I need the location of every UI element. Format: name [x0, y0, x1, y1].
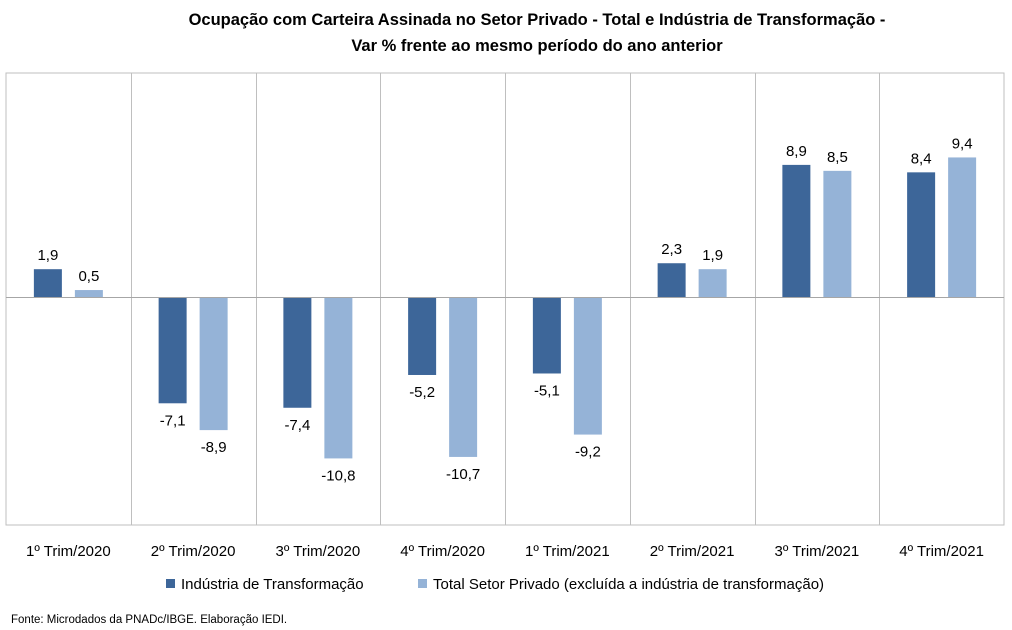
legend: Indústria de Transformação Total Setor Pr… [166, 576, 824, 593]
bar-series-2 [199, 297, 228, 431]
chart-title-line-2: Var % frente ao mesmo período do ano ant… [351, 37, 723, 55]
bar-series-2 [948, 157, 977, 298]
data-label-series-1: 2,3 [661, 241, 682, 258]
bar-series-1 [782, 164, 811, 298]
bar-series-1 [532, 297, 561, 374]
legend-label-series-2: Total Setor Privado (excluída a indústri… [433, 576, 824, 593]
data-label-series-1: 8,4 [911, 150, 932, 167]
data-label-series-2: 8,5 [827, 149, 848, 166]
plot-area: 1,9 0,5 1º Trim/2020 -7,1 -8,9 2º Trim/2020 -7… [5, 72, 1005, 560]
legend-label-series-1: Indústria de Transformação [181, 576, 364, 593]
data-label-series-2: 0,5 [78, 268, 99, 285]
bar-series-1 [158, 297, 187, 404]
bar-series-2 [823, 170, 852, 298]
x-tick-label: 2º Trim/2021 [650, 543, 735, 560]
bar-series-2 [449, 297, 478, 457]
data-label-series-2: -9,2 [575, 444, 601, 461]
x-tick-label: 4º Trim/2021 [899, 543, 984, 560]
bar-series-1 [283, 297, 312, 408]
chart-title-line-1: Ocupação com Carteira Assinada no Setor … [189, 11, 886, 29]
x-tick-label: 2º Trim/2020 [151, 543, 236, 560]
data-label-series-1: -7,4 [284, 417, 310, 434]
x-tick-label: 1º Trim/2020 [26, 543, 111, 560]
x-tick-label: 4º Trim/2020 [400, 543, 485, 560]
bar-series-1 [408, 297, 437, 375]
legend-swatch-series-2 [418, 579, 427, 588]
legend-swatch-series-1 [166, 579, 175, 588]
source-note: Fonte: Microdados da PNADc/IBGE. Elabora… [11, 614, 287, 626]
x-tick-label: 3º Trim/2021 [775, 543, 860, 560]
bar-series-2 [324, 297, 353, 459]
bar-series-2 [698, 269, 727, 298]
x-tick-label: 3º Trim/2020 [276, 543, 361, 560]
data-label-series-2: 9,4 [952, 135, 973, 152]
bar-series-2 [74, 290, 103, 298]
data-label-series-1: -5,2 [409, 384, 435, 401]
bar-series-1 [33, 269, 62, 298]
data-label-series-1: 8,9 [786, 143, 807, 160]
bar-series-1 [907, 172, 936, 298]
data-label-series-2: 1,9 [702, 247, 723, 264]
data-label-series-2: -8,9 [201, 439, 227, 456]
data-label-series-1: -7,1 [160, 412, 186, 429]
bar-series-1 [657, 263, 686, 298]
bar-series-2 [573, 297, 602, 435]
x-tick-label: 1º Trim/2021 [525, 543, 610, 560]
data-label-series-2: -10,7 [446, 466, 480, 483]
data-label-series-1: -5,1 [534, 382, 560, 399]
data-label-series-2: -10,8 [321, 467, 355, 484]
data-label-series-1: 1,9 [37, 247, 58, 264]
